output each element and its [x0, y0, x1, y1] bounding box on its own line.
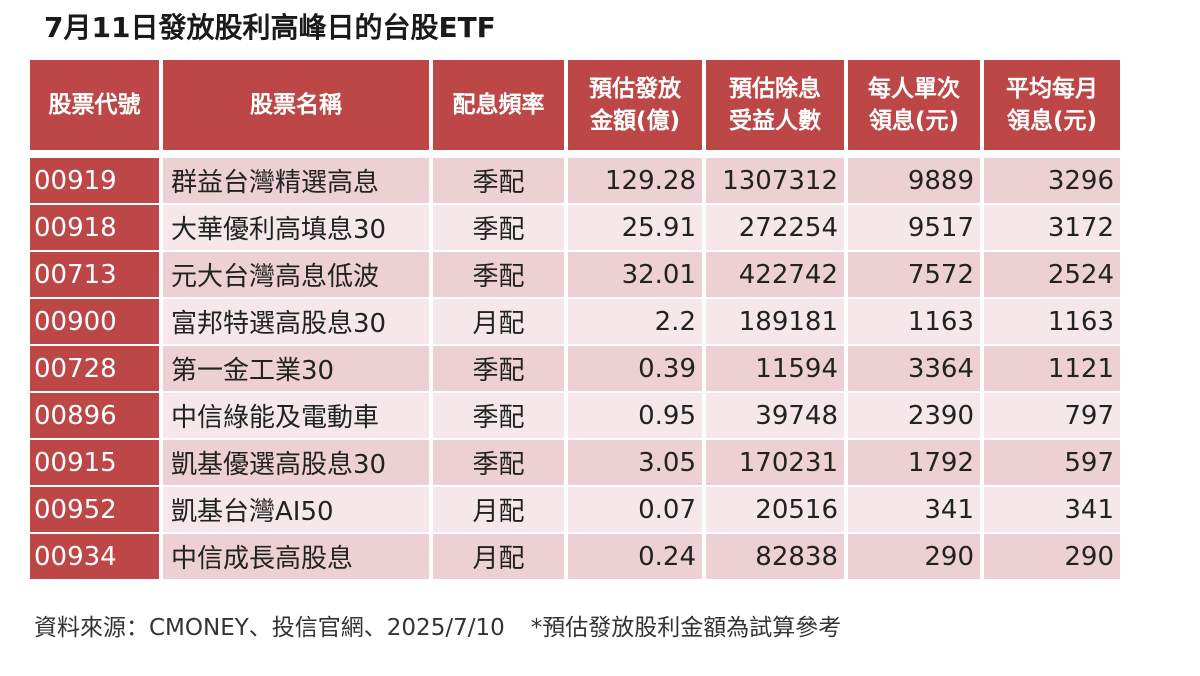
- etf-dividend-table: 股票代號 股票名稱 配息頻率 預估發放 金額(億) 預估除息 受益人數 每人單次…: [30, 60, 1120, 581]
- cell-per-payout: 2390: [848, 393, 984, 440]
- cell-stock-code: 00915: [30, 440, 163, 487]
- cell-estimated-holders: 39748: [706, 393, 848, 440]
- header-estimated-holders: 預估除息 受益人數: [706, 60, 848, 158]
- cell-per-payout: 1163: [848, 299, 984, 346]
- cell-dividend-frequency: 月配: [433, 299, 568, 346]
- cell-stock-code: 00900: [30, 299, 163, 346]
- cell-dividend-frequency: 季配: [433, 440, 568, 487]
- footnote: 資料來源：CMONEY、投信官網、2025/7/10 *預估發放股利金額為試算參考: [34, 608, 841, 642]
- cell-monthly-average: 341: [984, 487, 1120, 534]
- header-stock-name: 股票名稱: [163, 60, 433, 158]
- cell-stock-code: 00728: [30, 346, 163, 393]
- footnote-note: *預估發放股利金額為試算參考: [530, 615, 842, 641]
- cell-dividend-frequency: 月配: [433, 534, 568, 581]
- cell-stock-name: 大華優利高填息30: [163, 205, 433, 252]
- cell-per-payout: 7572: [848, 252, 984, 299]
- cell-stock-name: 元大台灣高息低波: [163, 252, 433, 299]
- cell-stock-name: 凱基優選高股息30: [163, 440, 433, 487]
- cell-per-payout: 9889: [848, 158, 984, 205]
- header-stock-code: 股票代號: [30, 60, 163, 158]
- cell-estimated-holders: 82838: [706, 534, 848, 581]
- cell-estimated-amount: 0.07: [568, 487, 706, 534]
- cell-stock-code: 00952: [30, 487, 163, 534]
- page-title: 7月11日發放股利高峰日的台股ETF: [44, 11, 496, 44]
- cell-stock-code: 00934: [30, 534, 163, 581]
- cell-stock-name: 凱基台灣AI50: [163, 487, 433, 534]
- table-row: 00728 第一金工業30 季配 0.39 11594 3364 1121: [30, 346, 1120, 393]
- cell-dividend-frequency: 季配: [433, 393, 568, 440]
- cell-monthly-average: 1121: [984, 346, 1120, 393]
- header-estimated-amount: 預估發放 金額(億): [568, 60, 706, 158]
- cell-stock-name: 群益台灣精選高息: [163, 158, 433, 205]
- table-row: 00713 元大台灣高息低波 季配 32.01 422742 7572 2524: [30, 252, 1120, 299]
- cell-per-payout: 1792: [848, 440, 984, 487]
- table-row: 00919 群益台灣精選高息 季配 129.28 1307312 9889 3296: [30, 158, 1120, 205]
- cell-estimated-holders: 20516: [706, 487, 848, 534]
- table-row: 00896 中信綠能及電動車 季配 0.95 39748 2390 797: [30, 393, 1120, 440]
- cell-stock-name: 中信成長高股息: [163, 534, 433, 581]
- table-row: 00918 大華優利高填息30 季配 25.91 272254 9517 3172: [30, 205, 1120, 252]
- cell-monthly-average: 3296: [984, 158, 1120, 205]
- header-dividend-frequency: 配息頻率: [433, 60, 568, 158]
- cell-estimated-amount: 2.2: [568, 299, 706, 346]
- table-row: 00915 凱基優選高股息30 季配 3.05 170231 1792 597: [30, 440, 1120, 487]
- cell-estimated-amount: 129.28: [568, 158, 706, 205]
- cell-estimated-amount: 32.01: [568, 252, 706, 299]
- cell-estimated-holders: 170231: [706, 440, 848, 487]
- cell-per-payout: 341: [848, 487, 984, 534]
- cell-dividend-frequency: 季配: [433, 346, 568, 393]
- cell-per-payout: 290: [848, 534, 984, 581]
- cell-estimated-holders: 11594: [706, 346, 848, 393]
- table-body: 00919 群益台灣精選高息 季配 129.28 1307312 9889 3296 0091…: [30, 158, 1120, 581]
- table-row: 00900 富邦特選高股息30 月配 2.2 189181 1163 1163: [30, 299, 1120, 346]
- table-row: 00934 中信成長高股息 月配 0.24 82838 290 290: [30, 534, 1120, 581]
- cell-stock-code: 00896: [30, 393, 163, 440]
- cell-dividend-frequency: 季配: [433, 158, 568, 205]
- cell-estimated-holders: 422742: [706, 252, 848, 299]
- cell-stock-name: 富邦特選高股息30: [163, 299, 433, 346]
- table-header-row: 股票代號 股票名稱 配息頻率 預估發放 金額(億) 預估除息 受益人數 每人單次…: [30, 60, 1120, 158]
- cell-dividend-frequency: 月配: [433, 487, 568, 534]
- cell-monthly-average: 797: [984, 393, 1120, 440]
- cell-dividend-frequency: 季配: [433, 205, 568, 252]
- cell-monthly-average: 597: [984, 440, 1120, 487]
- cell-estimated-holders: 272254: [706, 205, 848, 252]
- cell-monthly-average: 3172: [984, 205, 1120, 252]
- cell-estimated-amount: 0.95: [568, 393, 706, 440]
- cell-stock-code: 00713: [30, 252, 163, 299]
- cell-stock-code: 00918: [30, 205, 163, 252]
- cell-stock-code: 00919: [30, 158, 163, 205]
- footnote-source: 資料來源：CMONEY、投信官網、2025/7/10: [34, 615, 505, 641]
- table-row: 00952 凱基台灣AI50 月配 0.07 20516 341 341: [30, 487, 1120, 534]
- cell-stock-name: 第一金工業30: [163, 346, 433, 393]
- cell-estimated-holders: 189181: [706, 299, 848, 346]
- cell-estimated-amount: 25.91: [568, 205, 706, 252]
- cell-stock-name: 中信綠能及電動車: [163, 393, 433, 440]
- cell-per-payout: 3364: [848, 346, 984, 393]
- cell-per-payout: 9517: [848, 205, 984, 252]
- cell-monthly-average: 290: [984, 534, 1120, 581]
- cell-estimated-holders: 1307312: [706, 158, 848, 205]
- header-monthly-average: 平均每月 領息(元): [984, 60, 1120, 158]
- cell-monthly-average: 1163: [984, 299, 1120, 346]
- cell-dividend-frequency: 季配: [433, 252, 568, 299]
- header-per-payout: 每人單次 領息(元): [848, 60, 984, 158]
- cell-estimated-amount: 0.39: [568, 346, 706, 393]
- cell-estimated-amount: 3.05: [568, 440, 706, 487]
- cell-estimated-amount: 0.24: [568, 534, 706, 581]
- etf-dividend-table-container: 股票代號 股票名稱 配息頻率 預估發放 金額(億) 預估除息 受益人數 每人單次…: [30, 60, 1120, 581]
- cell-monthly-average: 2524: [984, 252, 1120, 299]
